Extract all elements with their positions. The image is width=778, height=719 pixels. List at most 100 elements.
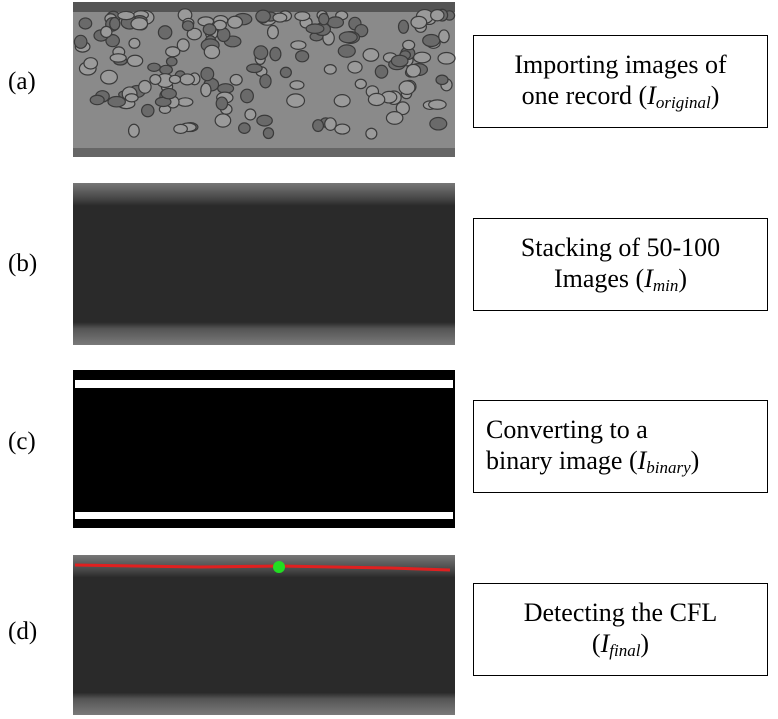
cell [129, 38, 140, 48]
cell [101, 26, 112, 37]
symbol: Ibinary [638, 446, 691, 475]
cell [438, 53, 455, 65]
caption-text: ) [691, 446, 700, 475]
caption-line: Stacking of 50-100 [521, 232, 720, 263]
caption-text: ( [592, 629, 601, 658]
panel-label: (c) [8, 428, 36, 456]
cell [256, 10, 271, 22]
cell [230, 74, 242, 85]
cell [295, 12, 310, 21]
subscript: original [656, 93, 711, 112]
caption-line: Images (Imin) [554, 263, 687, 296]
cell [150, 75, 161, 85]
cell [203, 24, 216, 35]
panel-label: (a) [8, 68, 36, 96]
symbol-letter: I [647, 81, 656, 110]
cell [177, 39, 189, 51]
cell [280, 67, 291, 77]
cell [439, 30, 449, 43]
subscript: final [609, 641, 640, 660]
cell [216, 97, 227, 110]
caption-box: Detecting the CFL(Ifinal) [473, 583, 768, 676]
stacked-image [73, 183, 455, 345]
cell [101, 70, 118, 84]
cell [260, 74, 271, 87]
cell [142, 105, 154, 117]
cell [375, 65, 387, 78]
cell [201, 83, 211, 96]
cell [431, 10, 444, 21]
binary-image [73, 370, 455, 528]
caption-line: Detecting the CFL [524, 597, 718, 628]
symbol-letter: I [601, 629, 610, 658]
cell [180, 74, 194, 85]
cell [287, 94, 305, 107]
cell [296, 51, 309, 62]
cell [161, 88, 176, 98]
original-image [73, 2, 455, 157]
cell [355, 79, 366, 88]
caption-text: binary image ( [486, 446, 638, 475]
cell [201, 67, 214, 80]
cell [268, 25, 279, 38]
cell [148, 63, 161, 71]
cell [386, 112, 402, 125]
cell [158, 26, 171, 39]
cell [228, 16, 243, 28]
cell [430, 117, 447, 129]
caption-line: Importing images of [514, 49, 726, 80]
cell [166, 57, 177, 66]
cell [399, 81, 415, 94]
cell [363, 49, 379, 62]
cell [414, 52, 431, 63]
cell [160, 65, 173, 74]
caption-text: ) [640, 629, 649, 658]
cell [108, 97, 125, 107]
cell [324, 65, 336, 74]
cell [291, 41, 306, 50]
cell [174, 124, 188, 133]
cell [270, 47, 281, 60]
caption-text: ) [678, 264, 687, 293]
cell [129, 124, 140, 137]
cell [338, 45, 355, 57]
cell [139, 80, 151, 93]
cell [335, 124, 350, 134]
cell [429, 100, 446, 109]
symbol-letter: I [644, 264, 653, 293]
cell [290, 81, 304, 90]
cell [110, 18, 120, 30]
subscript: binary [646, 458, 690, 477]
cell [178, 98, 193, 106]
cell [127, 55, 142, 66]
cell [328, 17, 344, 28]
cell [90, 95, 104, 104]
cell [247, 64, 262, 73]
final-image [73, 555, 455, 715]
panel-label: (d) [8, 618, 37, 646]
cell [118, 11, 134, 19]
cell [169, 75, 180, 83]
figure: (a)Importing images ofone record (Iorigi… [0, 0, 778, 719]
caption-line: binary image (Ibinary) [486, 445, 699, 478]
cell [313, 120, 324, 132]
symbol-letter: I [638, 446, 647, 475]
caption-text: one record ( [522, 81, 648, 110]
cell [306, 24, 324, 33]
cell [411, 16, 427, 28]
cell [334, 95, 350, 107]
cell [241, 89, 254, 103]
cell [110, 54, 126, 62]
cell [423, 34, 440, 46]
cell [406, 64, 420, 77]
caption-line: one record (Ioriginal) [522, 80, 720, 113]
cell [131, 18, 148, 30]
cell [368, 93, 384, 105]
cell [182, 21, 193, 31]
cell [391, 55, 408, 66]
cell [325, 118, 336, 131]
caption-text: Images ( [554, 264, 644, 293]
cell [215, 114, 231, 127]
